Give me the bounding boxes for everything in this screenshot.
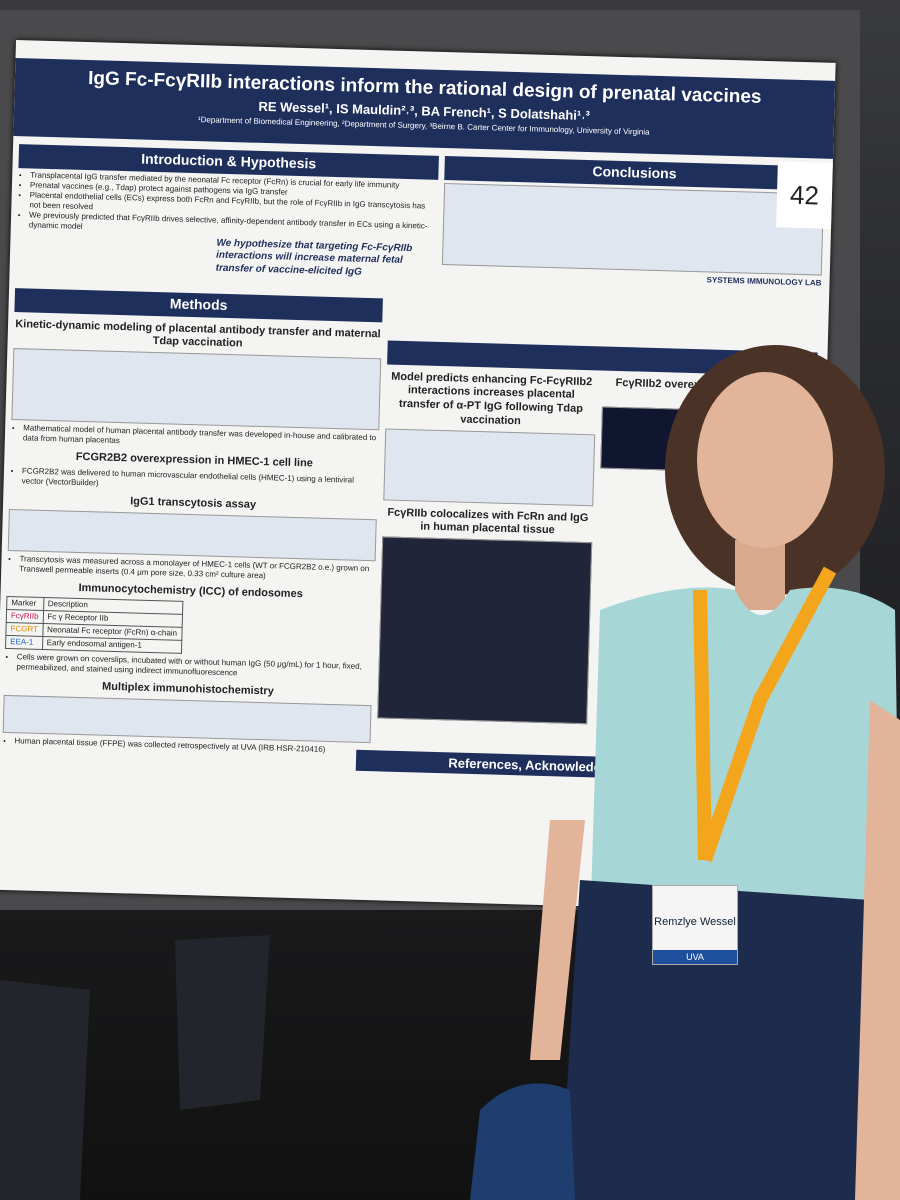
- badge-name: Remzlye Wessel: [654, 916, 736, 928]
- face: [697, 372, 833, 548]
- lanyard: [693, 566, 837, 863]
- arm: [855, 700, 900, 1200]
- neck: [735, 540, 785, 610]
- bag: [470, 1083, 575, 1200]
- skirt: [560, 880, 880, 1200]
- name-badge: Remzlye Wessel UVA: [652, 885, 738, 965]
- badge-org: UVA: [653, 950, 737, 964]
- bystanders: [0, 935, 270, 1200]
- arm: [530, 820, 585, 1060]
